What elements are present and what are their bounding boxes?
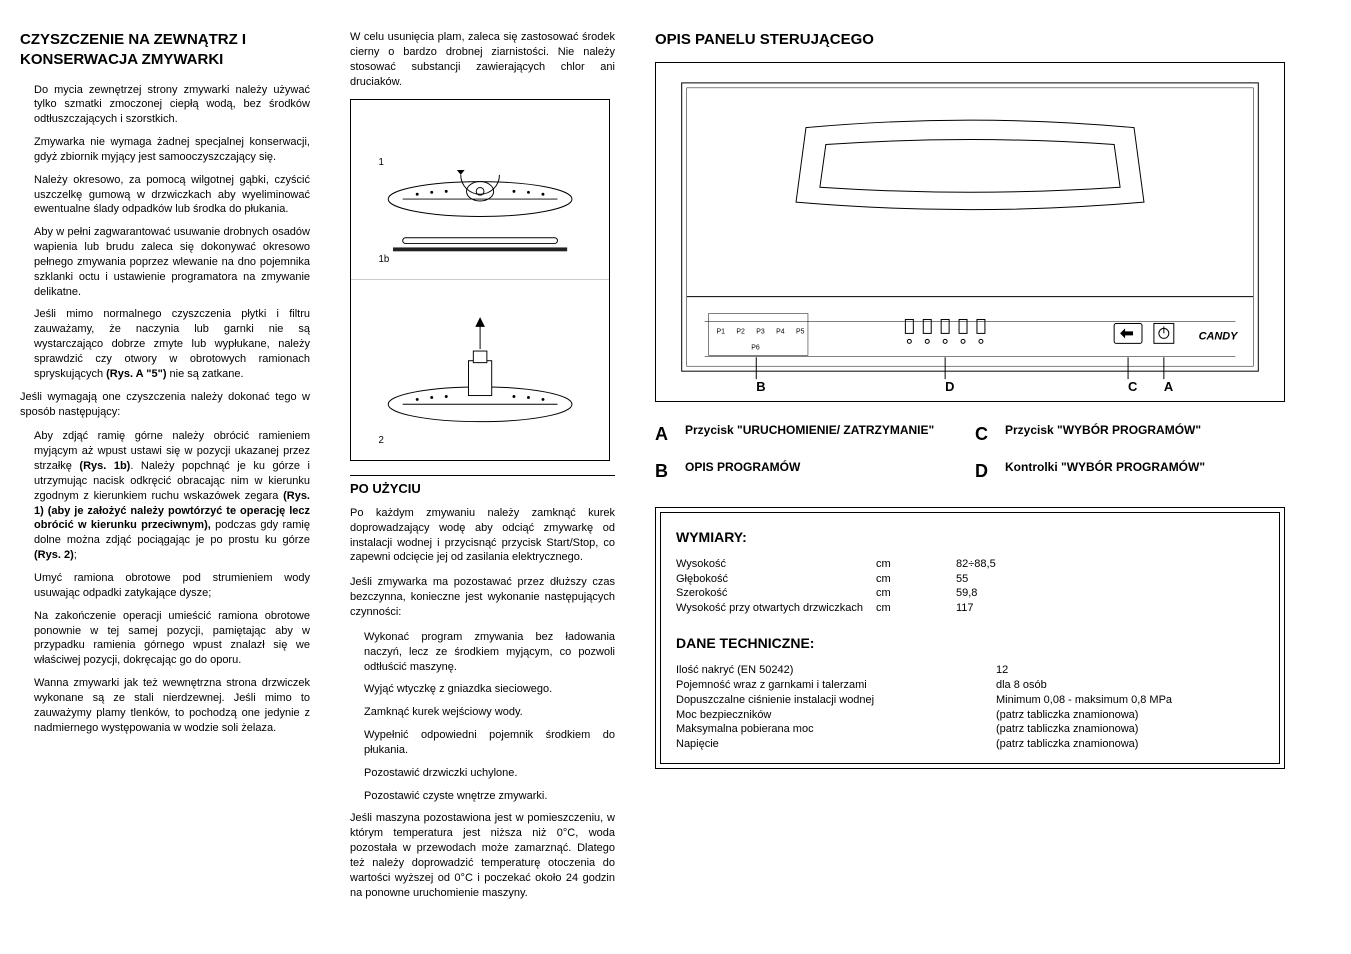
- c2-p4: Wykonać program zmywania bez ładowania n…: [364, 630, 615, 675]
- legend-a: A Przycisk "URUCHOMIENIE/ ZATRZYMANIE": [655, 422, 935, 446]
- control-panel-figure: P1 P2 P3 P4 P5 P6 CANDY B D: [655, 62, 1285, 402]
- svg-text:D: D: [945, 379, 954, 394]
- wymiary-heading: WYMIARY:: [676, 524, 1264, 547]
- c2-p7: Wypełnić odpowiedni pojemnik środkiem do…: [364, 728, 615, 758]
- legend-b: B OPIS PROGRAMÓW: [655, 459, 935, 483]
- panel-heading: OPIS PANELU STERUJĄCEGO: [655, 30, 1331, 50]
- c2-p1: W celu usunięcia plam, zaleca się zastos…: [350, 30, 615, 89]
- tech-row: Pojemność wraz z garnkami i talerzamidla…: [676, 678, 1264, 693]
- tech-row: Ilość nakryć (EN 50242)12: [676, 663, 1264, 678]
- c1-p8: Umyć ramiona obrotowe pod strumieniem wo…: [34, 571, 310, 601]
- col1-body: Do mycia zewnętrzej strony zmywarki nale…: [20, 83, 310, 382]
- c2-p9: Pozostawić czyste wnętrze zmywarki.: [364, 789, 615, 804]
- after-use-heading: PO UŻYCIU: [350, 475, 615, 498]
- c2-p8: Pozostawić drzwiczki uchylone.: [364, 766, 615, 781]
- c1-p7: Aby zdjąć ramię górne należy obrócić ram…: [34, 429, 310, 563]
- svg-text:P6: P6: [751, 345, 760, 352]
- column-3: OPIS PANELU STERUJĄCEGO P1 P2 P3 P4 P5 P6: [635, 0, 1351, 954]
- c1-p9: Na zakończenie operacji umieścić ramiona…: [34, 609, 310, 668]
- c1-p1: Do mycia zewnętrzej strony zmywarki nale…: [34, 83, 310, 128]
- c2-steps: Wykonać program zmywania bez ładowania n…: [350, 630, 615, 804]
- figure-2: 2: [351, 280, 609, 460]
- svg-text:1: 1: [378, 158, 383, 169]
- svg-text:C: C: [1128, 379, 1137, 394]
- c2-p3: Jeśli zmywarka ma pozostawać przez dłużs…: [350, 575, 615, 620]
- tech-table: Ilość nakryć (EN 50242)12 Pojemność wraz…: [676, 663, 1264, 752]
- tech-row: Napięcie(patrz tabliczka znamionowa): [676, 737, 1264, 752]
- brand-label: CANDY: [1199, 331, 1240, 343]
- column-2: W celu usunięcia plam, zaleca się zastos…: [330, 0, 635, 954]
- col1-steps: Aby zdjąć ramię górne należy obrócić ram…: [20, 429, 310, 735]
- c1-p4: Aby w pełni zagwarantować usuwanie drobn…: [34, 225, 310, 299]
- c2-p2: Po każdym zmywaniu należy zamknąć kurek …: [350, 506, 615, 565]
- dim-row: Wysokość przy otwartych drzwiczkachcm117: [676, 601, 1264, 616]
- svg-text:P5: P5: [796, 329, 805, 336]
- tech-row: Dopuszczalne ciśnienie instalacji wodnej…: [676, 693, 1264, 708]
- c2-p10: Jeśli maszyna pozostawiona jest w pomies…: [350, 811, 615, 900]
- dim-row: Szerokośćcm59,8: [676, 586, 1264, 601]
- arm-top-svg: 1 1b: [364, 112, 596, 267]
- dane-heading: DANE TECHNICZNE:: [676, 630, 1264, 653]
- svg-text:P4: P4: [776, 329, 785, 336]
- dimensions-table: Wysokośćcm82÷88,5 Głębokośćcm55 Szerokoś…: [676, 557, 1264, 616]
- tech-row: Maksymalna pobierana moc(patrz tabliczka…: [676, 722, 1264, 737]
- svg-text:1b: 1b: [378, 254, 389, 265]
- c1-p3: Należy okresowo, za pomocą wilgotnej gąb…: [34, 173, 310, 218]
- figure-1: 1 1b: [351, 100, 609, 280]
- panel-legend: A Przycisk "URUCHOMIENIE/ ZATRZYMANIE" C…: [655, 422, 1285, 483]
- legend-c: C Przycisk "WYBÓR PROGRAMÓW": [975, 422, 1255, 446]
- svg-text:2: 2: [378, 435, 383, 446]
- svg-text:P2: P2: [736, 329, 745, 336]
- panel-svg: P1 P2 P3 P4 P5 P6 CANDY B D: [656, 63, 1284, 401]
- legend-d: D Kontrolki "WYBÓR PROGRAMÓW": [975, 459, 1255, 483]
- cleaning-heading: CZYSZCZENIE NA ZEWNĄTRZ I KONSERWACJA ZM…: [20, 30, 310, 71]
- svg-text:P1: P1: [717, 329, 726, 336]
- c2-p6: Zamknąć kurek wejściowy wody.: [364, 705, 615, 720]
- c1-p5: Jeśli mimo normalnego czyszczenia płytki…: [34, 307, 310, 381]
- spray-arm-figure: 1 1b 2: [350, 99, 610, 461]
- spec-panel: WYMIARY: Wysokośćcm82÷88,5 Głębokośćcm55…: [655, 507, 1285, 769]
- c1-p6: Jeśli wymagają one czyszczenia należy do…: [20, 390, 310, 420]
- svg-text:P3: P3: [756, 329, 765, 336]
- column-1: CZYSZCZENIE NA ZEWNĄTRZ I KONSERWACJA ZM…: [0, 0, 330, 954]
- tech-row: Moc bezpieczników(patrz tabliczka znamio…: [676, 708, 1264, 723]
- svg-text:A: A: [1164, 379, 1173, 394]
- c1-p2: Zmywarka nie wymaga żadnej specjalnej ko…: [34, 135, 310, 165]
- arm-bottom-svg: 2: [364, 293, 596, 448]
- c1-p10: Wanna zmywarki jak też wewnętrzna strona…: [34, 676, 310, 735]
- dim-row: Głębokośćcm55: [676, 572, 1264, 587]
- svg-text:B: B: [756, 379, 765, 394]
- dim-row: Wysokośćcm82÷88,5: [676, 557, 1264, 572]
- c2-p5: Wyjąć wtyczkę z gniazdka sieciowego.: [364, 682, 615, 697]
